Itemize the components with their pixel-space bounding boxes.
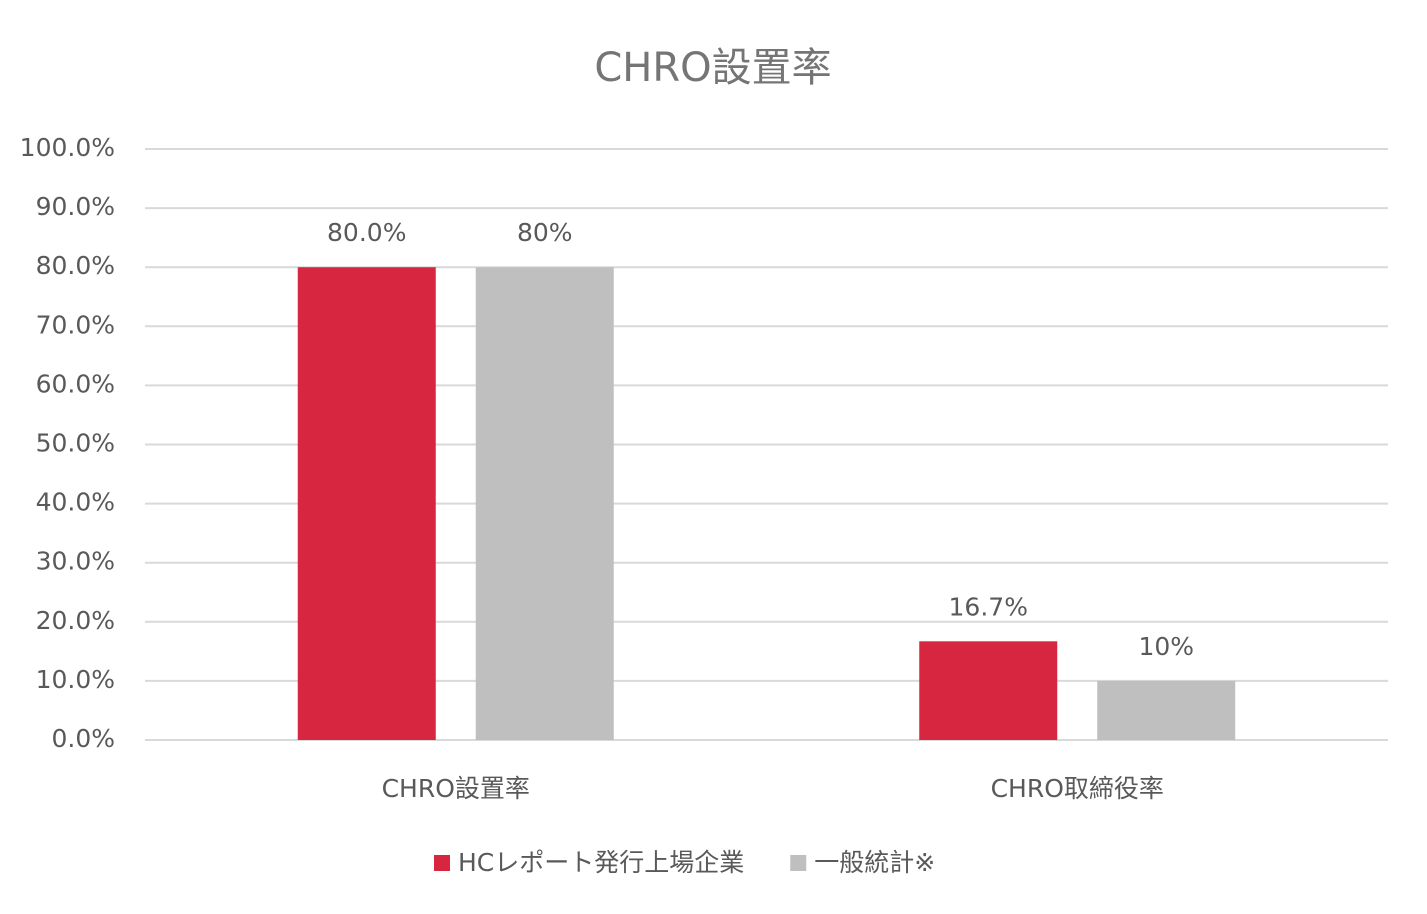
legend-swatch <box>790 855 807 871</box>
y-tick-label: 10.0% <box>36 665 115 694</box>
y-tick-label: 0.0% <box>51 724 115 753</box>
legend-label: HCレポート発行上場企業 <box>458 848 744 877</box>
data-label: 80.0% <box>327 218 406 247</box>
data-label: 80% <box>517 218 573 247</box>
y-tick-label: 40.0% <box>36 488 115 517</box>
y-tick-label: 60.0% <box>36 369 115 398</box>
data-label: 10% <box>1138 632 1194 661</box>
data-label: 16.7% <box>949 592 1028 621</box>
y-tick-label: 30.0% <box>36 547 115 576</box>
y-tick-label: 50.0% <box>36 429 115 458</box>
y-tick-label: 80.0% <box>36 251 115 280</box>
legend-swatch <box>434 855 450 871</box>
bar <box>475 267 614 740</box>
x-tick-label: CHRO取締役率 <box>991 774 1164 803</box>
bar <box>1097 680 1236 740</box>
bar <box>297 267 436 740</box>
y-tick-label: 100.0% <box>20 133 115 162</box>
y-tick-label: 20.0% <box>36 606 115 635</box>
x-tick-label: CHRO設置率 <box>382 774 530 803</box>
legend-label: 一般統計※ <box>814 848 935 877</box>
chart-title: CHRO設置率 <box>594 45 831 91</box>
y-tick-label: 90.0% <box>36 192 115 221</box>
bar <box>919 641 1058 740</box>
y-tick-label: 70.0% <box>36 310 115 339</box>
